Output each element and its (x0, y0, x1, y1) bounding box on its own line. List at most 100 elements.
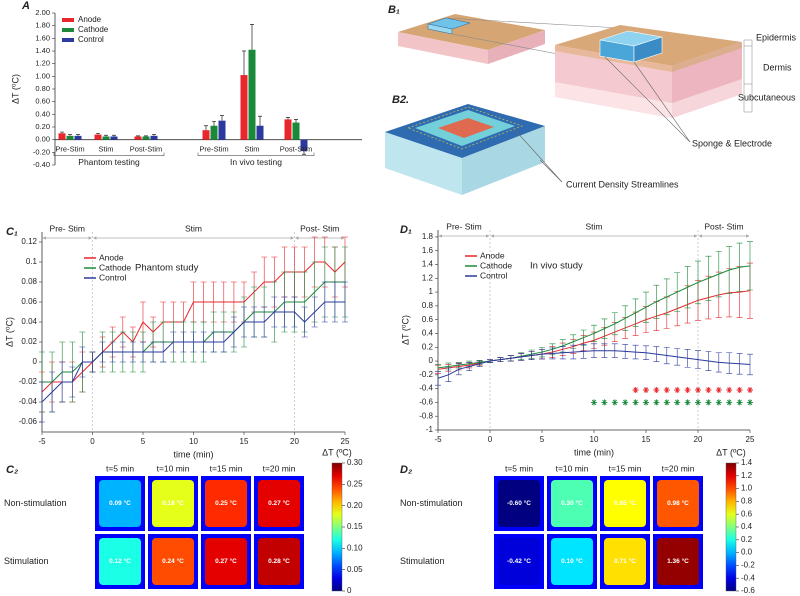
column-label: t=15 min (609, 463, 642, 473)
bar (256, 125, 264, 140)
x-tick-label: 10 (590, 435, 599, 444)
electrode-center (438, 118, 494, 138)
electrode-outline (407, 106, 523, 150)
x-tick-label: Post-Stim (130, 145, 163, 154)
error-bar (250, 24, 254, 50)
zoom-line (445, 17, 621, 29)
tile-label: 0.10 °C (561, 557, 583, 565)
y-tick-label: 1.60 (35, 33, 50, 42)
tile-label: 0.18 °C (162, 499, 184, 507)
bar (66, 135, 74, 140)
bar (248, 49, 256, 140)
legend-swatch (62, 38, 74, 42)
panel-label: B2. (392, 94, 409, 106)
tile (152, 538, 194, 585)
error-bar (104, 134, 108, 137)
subcutaneous (555, 82, 672, 118)
legend-label: Cathode (78, 25, 109, 34)
significance-star (736, 387, 743, 393)
error-bar (144, 135, 148, 137)
significance-star (622, 399, 629, 406)
tile (99, 480, 141, 527)
y-tick-label: 0.06 (21, 297, 37, 306)
tile-label: 0.25 °C (215, 499, 237, 507)
y-tick-label: 0.40 (35, 109, 50, 118)
y-tick-label: 1.80 (35, 21, 50, 30)
error-bar (60, 131, 64, 134)
phase-label: Post- Stim (704, 221, 743, 231)
significance-star (632, 399, 639, 406)
y-tick-label: -0.2 (419, 370, 433, 379)
y-tick-label: 0.60 (35, 97, 50, 106)
y-tick-label: 1.20 (35, 59, 50, 68)
row-label: Non-stimulation (400, 498, 463, 508)
panel-label: A (21, 0, 30, 12)
bar (74, 135, 82, 140)
error-bar (294, 119, 298, 123)
significance-star (715, 399, 722, 406)
tile-label: 0.98 °C (667, 499, 689, 507)
chart-title: In vivo study (530, 261, 583, 272)
x-tick-label: 15 (642, 435, 651, 444)
group-bracket (53, 152, 165, 156)
significance-star (632, 387, 639, 393)
bar (300, 139, 308, 152)
y-tick-label: 0.08 (21, 277, 37, 286)
tile-label: 0.28 °C (268, 557, 290, 565)
significance-star (674, 387, 681, 393)
y-axis-label: ΔT (⁰C) (400, 315, 410, 345)
layer-bar (743, 39, 753, 113)
colorbar-tick-label: -0.2 (741, 561, 755, 570)
colorbar-tick-label: 0 (347, 586, 352, 595)
group-label: Phantom testing (78, 157, 140, 167)
y-tick-label: 0.20 (35, 122, 50, 131)
y-tick-label: 0.00 (35, 135, 50, 144)
error-bar (286, 117, 290, 120)
y-tick-label: 1.2 (422, 273, 434, 282)
y-tick-label: 0.8 (422, 301, 434, 310)
error-bar (68, 134, 72, 136)
x-tick-label: Post-Stim (280, 145, 313, 154)
significance-star (663, 387, 670, 393)
colorbar-tick-label: 0.15 (347, 522, 363, 531)
error-bar (258, 115, 262, 126)
significance-star (747, 399, 753, 406)
x-tick-label: 0 (90, 437, 95, 446)
tile (205, 480, 247, 527)
y-tick-label: 1.00 (35, 71, 50, 80)
layer-label: Epidermis (756, 32, 797, 42)
error-bar (204, 125, 208, 131)
error-bar (212, 120, 216, 126)
y-tick-label: -0.6 (419, 398, 433, 407)
tile (604, 538, 646, 585)
significance-star (611, 399, 618, 406)
series-line (437, 350, 751, 379)
colorbar-tick-label: 1.2 (741, 471, 753, 480)
significance-star (736, 399, 743, 406)
y-tick-label: -0.20 (33, 147, 50, 156)
significance-star (591, 399, 597, 406)
electrode (633, 36, 663, 63)
bar (284, 119, 292, 140)
row-label: Stimulation (4, 556, 49, 566)
tile-label: 1.36 °C (667, 557, 689, 565)
y-tick-label: 0.2 (422, 342, 434, 351)
bar (58, 133, 66, 140)
significance-star (601, 399, 608, 406)
error-bar (112, 134, 116, 137)
x-axis-label: time (min) (174, 449, 214, 459)
layer-label: Subcutaneous (738, 92, 796, 102)
column-label: t=10 min (157, 463, 190, 473)
legend-label: Cathode (480, 260, 512, 270)
bar (134, 136, 142, 140)
colorbar-tick-label: 1.0 (741, 484, 753, 493)
x-tick-label: -5 (38, 437, 46, 446)
y-tick-label: 0.1 (26, 257, 38, 266)
colorbar (331, 462, 343, 592)
tile (551, 538, 593, 585)
legend-swatch (62, 18, 74, 22)
tile (498, 480, 540, 527)
bar (292, 122, 300, 140)
x-tick-label: Pre-Stim (55, 145, 84, 154)
